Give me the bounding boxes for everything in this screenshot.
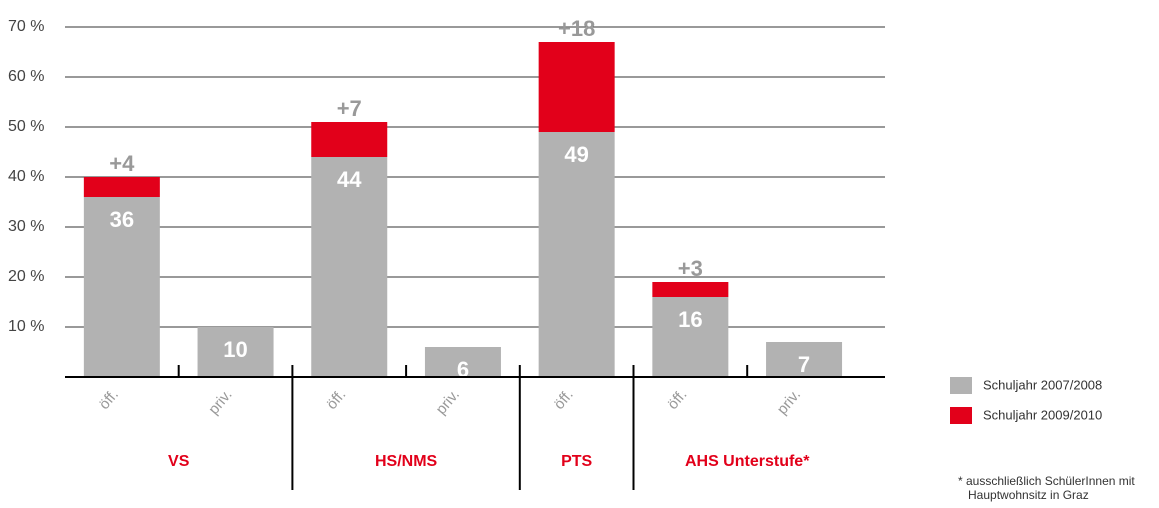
value-label: 6 <box>457 357 469 382</box>
bar-segment <box>652 297 729 377</box>
x-tick-label: öff. <box>96 386 122 413</box>
legend-label: Schuljahr 2009/2010 <box>983 407 1102 422</box>
legend-swatch <box>950 377 972 394</box>
bar-segment <box>424 347 501 377</box>
y-tick-label: 10 % <box>8 318 44 335</box>
value-label: 10 <box>223 337 247 362</box>
bar-segment <box>83 197 160 377</box>
value-label: 44 <box>337 167 362 192</box>
group-label: HS/NMS <box>375 453 438 470</box>
x-tick-label: öff. <box>551 386 577 413</box>
bar-segment <box>538 42 615 132</box>
y-tick-label: 30 % <box>8 218 44 235</box>
value-label: 49 <box>564 142 588 167</box>
legend-swatch <box>950 407 972 424</box>
bar-segment <box>538 132 615 377</box>
value-label: 16 <box>678 307 702 332</box>
bar-segment <box>311 157 388 377</box>
y-tick-label: 70 % <box>8 18 44 35</box>
x-tick-label: öff. <box>323 386 349 413</box>
x-tick-label: priv. <box>774 386 805 418</box>
x-tick-label: priv. <box>205 386 236 418</box>
value-label: +7 <box>337 96 362 121</box>
group-label: PTS <box>561 453 592 470</box>
value-label: +18 <box>558 16 595 41</box>
y-tick-label: 50 % <box>8 118 44 135</box>
bar-segment <box>83 177 160 197</box>
bar-segment <box>197 327 274 377</box>
value-label: +4 <box>109 151 135 176</box>
group-label: VS <box>168 453 190 470</box>
bar-segment <box>652 282 729 297</box>
value-label: 36 <box>110 207 134 232</box>
y-tick-label: 60 % <box>8 68 44 85</box>
legend-label: Schuljahr 2007/2008 <box>983 377 1102 392</box>
bar-segment <box>311 122 388 157</box>
value-label: 7 <box>798 352 810 377</box>
value-label: +3 <box>678 256 703 281</box>
y-tick-label: 40 % <box>8 168 44 185</box>
footnote: * ausschließlich SchülerInnen mit Hauptw… <box>958 474 1135 502</box>
y-tick-label: 20 % <box>8 268 44 285</box>
x-tick-label: öff. <box>664 386 690 413</box>
bar-segment <box>766 342 843 377</box>
group-label: AHS Unterstufe* <box>685 453 810 470</box>
x-tick-label: priv. <box>433 386 464 418</box>
